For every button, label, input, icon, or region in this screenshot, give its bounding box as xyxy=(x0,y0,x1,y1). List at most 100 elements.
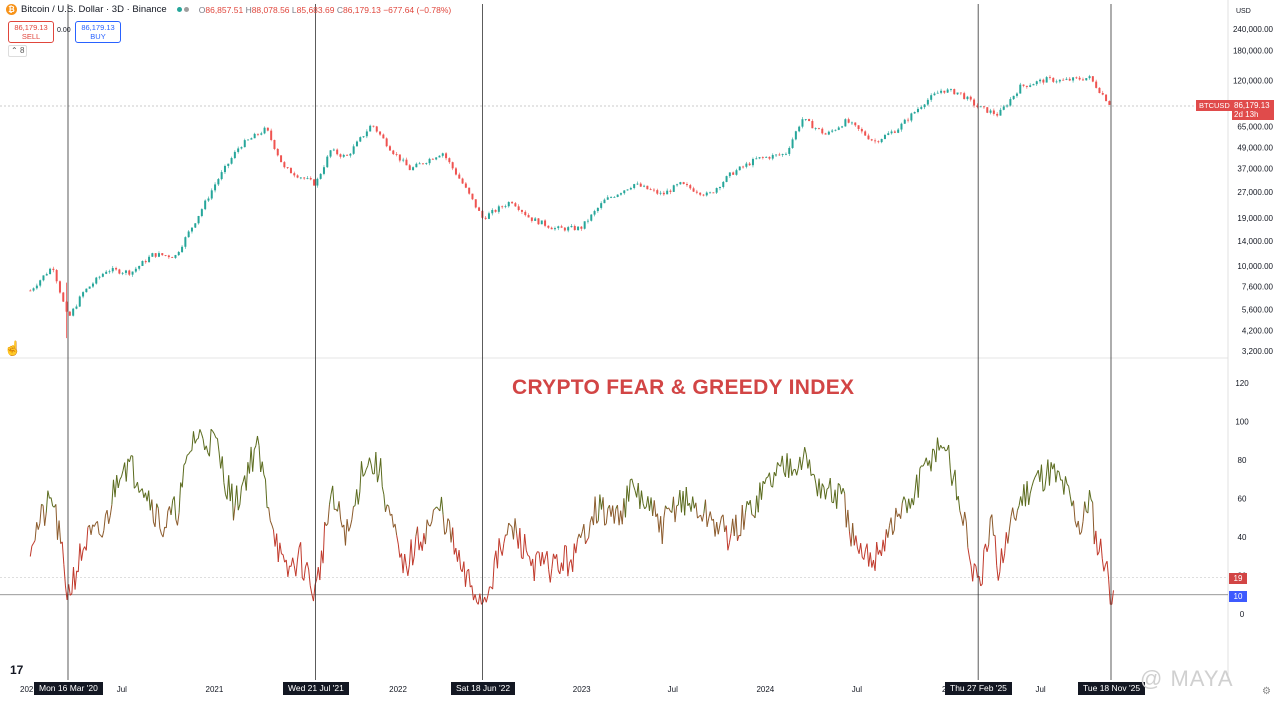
price-candle xyxy=(408,165,411,171)
currency-label[interactable]: USD xyxy=(1236,8,1251,15)
price-candle xyxy=(1075,77,1078,79)
price-candle xyxy=(590,214,593,221)
price-candle xyxy=(910,113,913,121)
fear-greed-segment xyxy=(725,525,729,551)
buy-button[interactable]: 86,179.13 BUY xyxy=(75,21,121,43)
price-candle xyxy=(689,185,692,189)
gear-icon[interactable]: ⚙ xyxy=(1262,686,1271,697)
fear-greed-segment xyxy=(176,512,180,526)
price-candle xyxy=(438,155,441,158)
fear-greed-segment xyxy=(1097,551,1100,556)
fear-greed-segment xyxy=(597,494,601,521)
fear-greed-segment xyxy=(728,533,732,543)
price-candle xyxy=(989,110,992,113)
fear-greed-segment xyxy=(760,481,764,500)
tradingview-logo[interactable]: 17 xyxy=(10,663,24,677)
time-axis-tick: 202 xyxy=(20,685,34,694)
fear-greed-segment xyxy=(1031,480,1034,487)
price-candle xyxy=(854,122,857,126)
price-candle xyxy=(831,130,834,132)
fear-greed-segment xyxy=(93,522,97,527)
fear-greed-segment xyxy=(808,459,812,476)
fear-greed-segment xyxy=(418,541,422,551)
indicators-toggle[interactable]: ⌃ 8 xyxy=(8,45,28,57)
fear-greed-segment xyxy=(1042,489,1046,492)
price-candle xyxy=(435,157,438,160)
fear-greed-segment xyxy=(800,458,804,471)
fear-greed-segment xyxy=(200,433,204,439)
price-axis-tick: 65,000.00 xyxy=(1237,122,1273,131)
fear-greed-segment xyxy=(268,507,271,521)
fear-greed-segment xyxy=(368,457,372,465)
price-candle xyxy=(639,183,642,187)
price-candle xyxy=(151,253,154,257)
fear-greed-segment xyxy=(303,566,306,581)
price-candle xyxy=(705,192,708,196)
fear-greed-segment xyxy=(506,523,510,536)
fear-greed-segment xyxy=(994,535,998,566)
fear-greed-segment xyxy=(818,478,822,499)
fear-greed-segment xyxy=(836,483,839,509)
fear-greed-segment xyxy=(716,522,719,535)
fear-greed-segment xyxy=(631,478,634,486)
fear-greed-segment xyxy=(548,569,551,583)
price-candle xyxy=(134,268,137,272)
fear-greed-segment xyxy=(980,583,983,587)
fear-greed-segment xyxy=(407,564,410,576)
price-candle xyxy=(388,146,391,151)
fear-greed-segment xyxy=(930,448,934,472)
fear-greed-segment xyxy=(684,486,687,516)
fear-greed-segment xyxy=(789,458,793,476)
price-candle xyxy=(329,150,332,157)
price-candle xyxy=(471,193,474,200)
fg-axis-tick: 120 xyxy=(1235,379,1249,388)
fear-greed-segment xyxy=(64,585,68,600)
fear-greed-segment xyxy=(540,552,543,567)
fear-greed-segment xyxy=(592,496,596,526)
price-candle xyxy=(260,133,263,135)
price-candle xyxy=(131,271,134,275)
fear-greed-segment xyxy=(285,559,289,577)
price-candle xyxy=(451,162,454,169)
price-candle xyxy=(161,253,164,256)
fear-greed-segment xyxy=(575,539,578,554)
symbol-price-tag: BTCUSD xyxy=(1196,100,1233,111)
fear-greed-segment xyxy=(906,498,910,514)
price-candle xyxy=(1045,77,1048,83)
fear-greed-segment xyxy=(1055,470,1058,483)
price-candle xyxy=(801,119,804,127)
price-candle xyxy=(982,106,985,108)
price-candle xyxy=(870,139,873,141)
fear-greed-segment xyxy=(44,512,47,526)
fear-greed-segment xyxy=(661,518,665,544)
fear-greed-segment xyxy=(248,446,252,474)
price-candle xyxy=(735,170,738,175)
fear-greed-segment xyxy=(356,489,359,505)
price-candle xyxy=(702,194,705,196)
price-candle xyxy=(412,167,415,171)
fear-greed-segment xyxy=(602,497,606,526)
symbol-title[interactable]: Bitcoin / U.S. Dollar · 3D · Binance xyxy=(21,4,167,15)
price-candle xyxy=(474,199,477,208)
fear-greed-segment xyxy=(816,478,820,497)
time-axis: Jul202120222023Jul2024JulJul2022 xyxy=(20,685,1046,694)
fear-greed-segment xyxy=(370,463,374,474)
price-candle xyxy=(946,89,949,93)
sell-label: SELL xyxy=(21,32,41,41)
price-candle xyxy=(115,268,118,270)
price-candle xyxy=(177,252,180,256)
fear-greed-segment xyxy=(757,482,761,513)
fear-greed-segment xyxy=(223,482,226,495)
price-candle xyxy=(669,190,672,192)
price-candle xyxy=(517,206,520,211)
fear-greed-segment xyxy=(821,483,825,488)
fear-greed-segment xyxy=(1082,501,1086,522)
price-candle xyxy=(418,163,421,165)
sell-button[interactable]: 86,179.13 SELL xyxy=(8,21,54,43)
fear-greed-segment xyxy=(1090,499,1094,503)
fear-greed-segment xyxy=(1024,481,1028,507)
fear-greed-line xyxy=(29,428,1114,605)
price-candle xyxy=(95,277,98,284)
price-candle xyxy=(42,275,45,281)
price-candle xyxy=(431,158,434,160)
